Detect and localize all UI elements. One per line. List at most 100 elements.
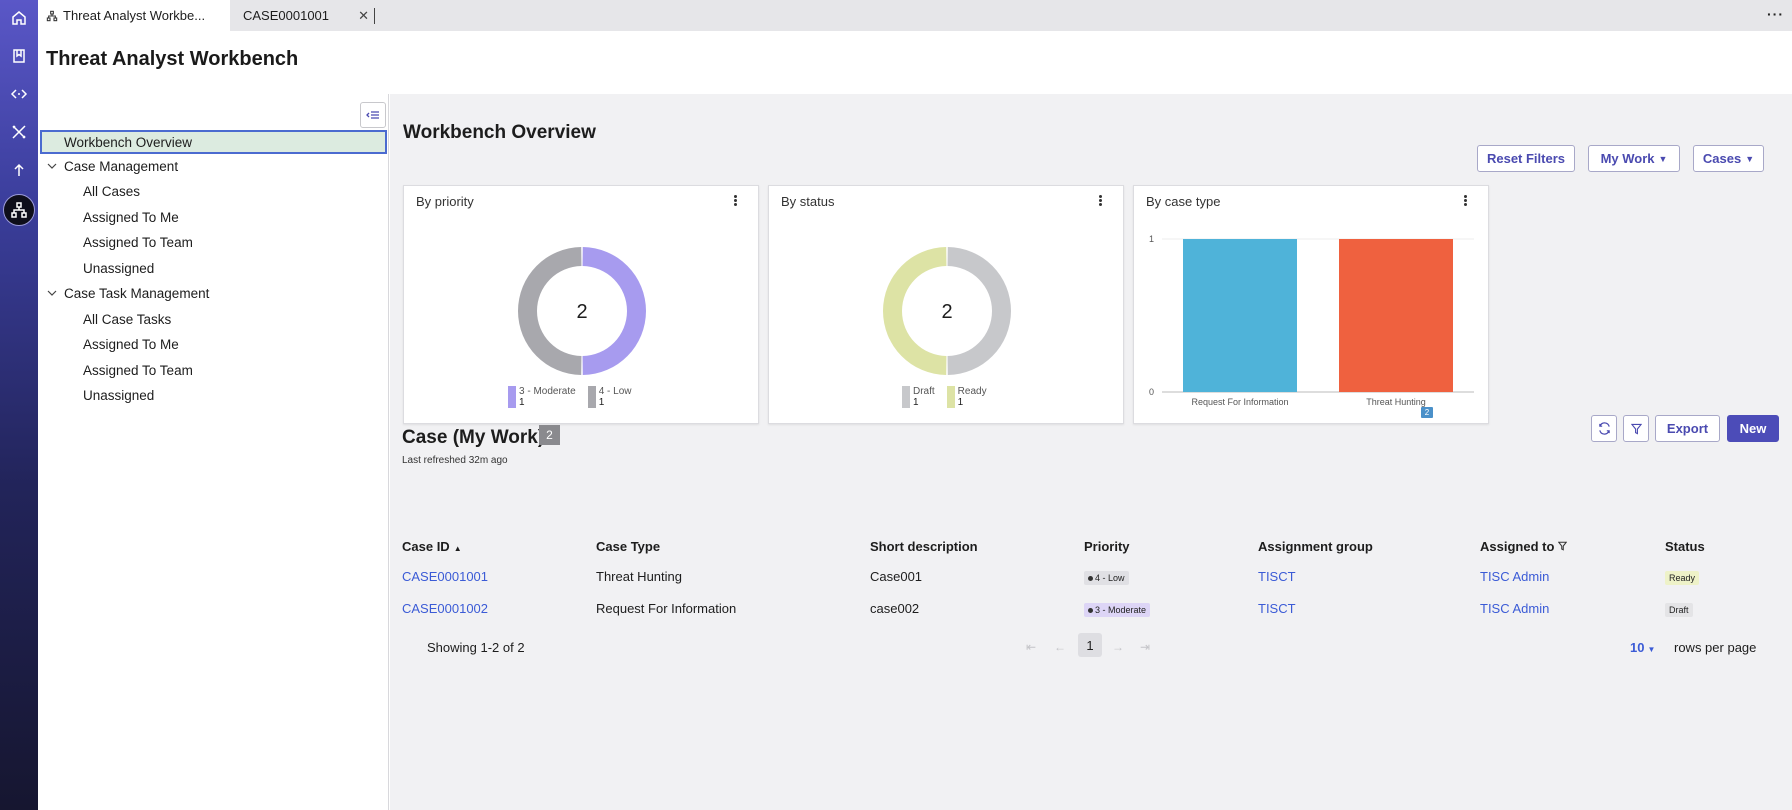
sidebar-item-tasks-assigned-to-me[interactable]: Assigned To Me	[38, 332, 389, 356]
chart-legend: Draft 1 Ready 1	[902, 386, 987, 408]
sidebar-item-all-case-tasks[interactable]: All Case Tasks	[38, 307, 389, 331]
sidebar-item-tasks-assigned-to-team[interactable]: Assigned To Team	[38, 358, 389, 382]
upload-icon[interactable]	[3, 154, 35, 186]
status-badge: Draft	[1665, 603, 1693, 617]
donut-slice-ready[interactable]	[883, 247, 947, 375]
tab-case[interactable]: CASE0001001 ✕	[231, 0, 381, 31]
tab-workbench[interactable]: Threat Analyst Workbe...	[38, 0, 230, 31]
sidebar-item-label: Case Management	[64, 158, 179, 174]
chevron-down-icon[interactable]	[46, 287, 58, 299]
last-page-icon[interactable]: ⇥	[1140, 640, 1151, 654]
column-header-priority[interactable]: Priority	[1084, 539, 1130, 554]
new-label: New	[1739, 421, 1767, 436]
sidebar-item-workbench-overview[interactable]: Workbench Overview	[40, 130, 387, 154]
sidebar-item-label: Unassigned	[83, 387, 155, 403]
chevron-down-icon[interactable]	[46, 160, 58, 172]
bar-threat-hunting[interactable]	[1339, 239, 1453, 392]
donut-slice-4-low[interactable]	[518, 247, 582, 375]
tab-bar: Threat Analyst Workbe... CASE0001001 ✕ ·…	[38, 0, 1792, 31]
more-vertical-icon[interactable]	[1462, 194, 1468, 208]
export-button[interactable]: Export	[1655, 415, 1720, 442]
tab-separator	[374, 8, 375, 24]
sidebar-item-all-cases[interactable]: All Cases	[38, 179, 389, 203]
rows-per-page-select[interactable]: 10 ▼	[1630, 640, 1655, 655]
workbench-icon	[46, 10, 58, 21]
case-id-link[interactable]: CASE0001002	[402, 601, 489, 616]
column-header-assigned-to[interactable]: Assigned to	[1480, 539, 1568, 554]
sidebar-item-label: Assigned To Me	[83, 336, 179, 352]
donut-slice-draft[interactable]	[947, 247, 1011, 375]
reset-filters-button[interactable]: Reset Filters	[1477, 145, 1575, 172]
more-vertical-icon[interactable]	[1097, 194, 1103, 208]
sidebar-item-tasks-unassigned[interactable]: Unassigned	[38, 383, 389, 407]
sidebar-item-label: Unassigned	[83, 260, 155, 276]
sidebar-item-label: All Case Tasks	[83, 311, 172, 327]
column-header-assignment-group[interactable]: Assignment group	[1258, 539, 1373, 554]
assigned-to-link[interactable]: TISC Admin	[1480, 569, 1550, 584]
legend-item[interactable]: 3 - Moderate 1	[508, 386, 576, 408]
column-header-label: Case Type	[596, 539, 661, 554]
column-header-label: Short description	[870, 539, 978, 554]
sidebar-item-cases-unassigned[interactable]: Unassigned	[38, 256, 389, 280]
sidebar-item-cases-assigned-to-team[interactable]: Assigned To Team	[38, 230, 389, 254]
caret-down-icon: ▼	[1745, 153, 1755, 164]
previous-page-icon[interactable]: ←	[1054, 640, 1066, 654]
column-header-case-id[interactable]: Case ID ▲	[402, 539, 462, 554]
sidebar: Workbench Overview Case Management All C…	[38, 94, 389, 810]
case-type-cell: Threat Hunting	[596, 569, 682, 584]
first-page-icon[interactable]: ⇤	[1026, 640, 1037, 654]
rows-per-page-label: rows per page	[1674, 640, 1757, 655]
card-title: By priority	[416, 194, 474, 209]
current-page-button[interactable]: 1	[1078, 633, 1102, 657]
sidebar-item-case-management[interactable]: Case Management	[38, 154, 389, 178]
legend-swatch	[902, 386, 910, 408]
refresh-button[interactable]	[1591, 415, 1617, 442]
filter-button[interactable]	[1623, 415, 1649, 442]
legend-item[interactable]: Draft 1	[902, 386, 935, 408]
sidebar-item-cases-assigned-to-me[interactable]: Assigned To Me	[38, 205, 389, 229]
legend-item[interactable]: 4 - Low 1	[587, 386, 632, 408]
collapse-sidebar-button[interactable]	[360, 102, 386, 128]
filter-count-badge: 2	[1421, 407, 1433, 418]
tools-icon[interactable]	[3, 116, 35, 148]
donut-slice-3-moderate[interactable]	[582, 247, 646, 375]
new-button[interactable]: New	[1727, 415, 1779, 442]
next-page-icon[interactable]: →	[1112, 640, 1124, 654]
case-type-bar-chart: Request For Information Threat Hunting 0 1	[1149, 234, 1474, 407]
assigned-to-link[interactable]: TISC Admin	[1480, 601, 1550, 616]
legend-item[interactable]: Ready 1	[946, 386, 987, 408]
more-vertical-icon[interactable]	[732, 194, 738, 208]
case-type-cell: Request For Information	[596, 601, 737, 616]
sidebar-item-label: Assigned To Me	[83, 209, 179, 225]
workbench-icon[interactable]	[3, 194, 35, 226]
cases-label: Cases	[1702, 151, 1742, 166]
legend-swatch	[946, 386, 955, 408]
filter-icon	[1558, 541, 1568, 551]
priority-badge: 4 - Low	[1084, 571, 1129, 585]
case-id-link[interactable]: CASE0001001	[402, 569, 489, 584]
export-label: Export	[1666, 421, 1709, 436]
bookmark-icon[interactable]	[3, 40, 35, 72]
column-header-short-description[interactable]: Short description	[870, 539, 978, 554]
refresh-icon	[1598, 422, 1610, 435]
y-tick-label: 1	[1149, 234, 1154, 244]
case-type-chart-card: By case type Request For Information Thre…	[1133, 185, 1489, 424]
donut-total: 2	[941, 301, 952, 323]
home-icon[interactable]	[3, 2, 35, 34]
card-title: By status	[781, 194, 835, 209]
page-header: Threat Analyst Workbench	[38, 31, 1792, 94]
close-icon[interactable]: ✕	[358, 8, 369, 23]
assignment-group-link[interactable]: TISCT	[1258, 569, 1296, 584]
reset-filters-label: Reset Filters	[1486, 151, 1566, 166]
assignment-group-link[interactable]: TISCT	[1258, 601, 1296, 616]
sidebar-item-case-task-management[interactable]: Case Task Management	[38, 281, 389, 305]
column-header-case-type[interactable]: Case Type	[596, 539, 660, 554]
priority-dot-icon	[1088, 576, 1093, 582]
bar-request-for-information[interactable]	[1183, 239, 1297, 392]
cases-dropdown[interactable]: Cases ▼	[1693, 145, 1764, 172]
my-work-dropdown[interactable]: My Work ▼	[1588, 145, 1680, 172]
priority-chart-card: By priority 2 3 - Moderate 1 4 - Low 1	[403, 185, 759, 424]
more-icon[interactable]: ···	[1767, 6, 1784, 22]
column-header-status[interactable]: Status	[1665, 539, 1705, 554]
code-icon[interactable]	[3, 78, 35, 110]
